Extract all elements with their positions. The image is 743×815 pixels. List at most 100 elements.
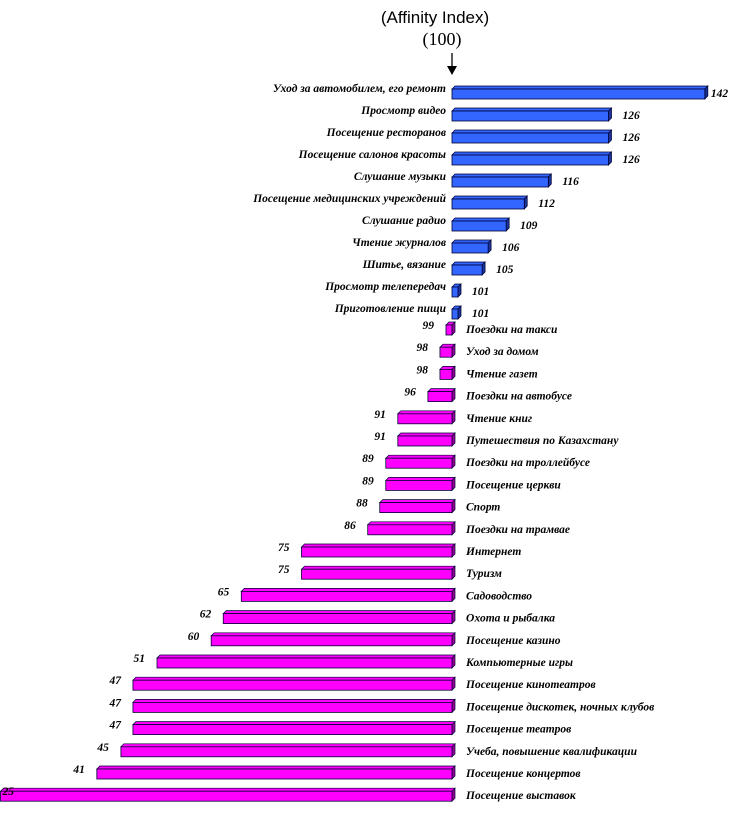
bar xyxy=(451,242,489,254)
bar xyxy=(451,220,507,232)
bar-row: Посещение дискотек, ночных клубов 47 xyxy=(108,697,654,713)
value-label: 89 xyxy=(362,453,374,465)
bar-row: Спорт 88 xyxy=(356,498,500,514)
bar-top xyxy=(384,454,456,459)
bar xyxy=(132,702,453,713)
category-label: Посещение казино xyxy=(465,635,561,647)
value-label: 25 xyxy=(2,786,15,798)
category-label: Путешествия по Казахстану xyxy=(465,435,619,447)
category-label: Поездки на автобусе xyxy=(465,391,572,403)
bar xyxy=(451,154,609,166)
category-label: Садоводство xyxy=(466,590,532,602)
bar-row: Чтение книг 91 xyxy=(374,409,532,425)
value-label: 62 xyxy=(200,609,212,621)
bar-row: Посещение концертов 41 xyxy=(72,764,580,780)
bar xyxy=(451,176,549,188)
bar-row: Просмотр телепередач 101 xyxy=(324,281,489,298)
bar-row: Поездки на такси 99 xyxy=(422,320,558,336)
bar-top xyxy=(156,654,456,659)
value-label: 47 xyxy=(108,697,122,709)
value-label: 60 xyxy=(188,631,200,643)
bar-row: Учеба, повышение квалификации 45 xyxy=(96,742,637,758)
chart-title: (Affinity Index) xyxy=(381,8,489,27)
bar xyxy=(379,502,453,514)
category-label: Слушание музыки xyxy=(354,171,447,183)
bar-row: Путешествия по Казахстану 91 xyxy=(374,431,619,447)
category-label: Просмотр видео xyxy=(360,105,446,117)
bar-top xyxy=(451,195,529,200)
bar-row: Чтение газет 98 xyxy=(416,364,537,380)
bar xyxy=(439,346,453,358)
category-label: Посещение дискотек, ночных клубов xyxy=(465,701,654,713)
category-label: Охота и рыбалка xyxy=(466,613,555,625)
bar-top xyxy=(384,477,456,481)
bar-row: Посещение ресторанов 126 xyxy=(326,127,640,144)
value-label: 51 xyxy=(134,653,146,665)
value-label: 45 xyxy=(96,742,109,754)
bar-row: Шитье, вязание 105 xyxy=(362,259,514,276)
bar-row: Чтение журналов 106 xyxy=(352,237,519,254)
category-label: Посещение кинотеатров xyxy=(465,679,596,691)
bar xyxy=(385,479,453,491)
value-label: 142 xyxy=(711,88,729,100)
bar-row: Туризм 75 xyxy=(278,564,502,580)
value-label: 126 xyxy=(623,110,641,122)
category-label: Учеба, повышение квалификации xyxy=(466,746,638,758)
bar-top xyxy=(240,588,456,592)
value-label: 106 xyxy=(502,242,520,254)
bar-row: Посещение кинотеатров 47 xyxy=(108,675,595,691)
bar-row: Слушание радио 109 xyxy=(362,215,538,232)
bar xyxy=(132,679,453,691)
bar-top xyxy=(222,610,456,614)
bar-row: Уход за автомобилем, его ремонт 142 xyxy=(273,83,728,100)
bar-top xyxy=(451,173,553,178)
bar-top xyxy=(451,129,613,134)
bar xyxy=(240,591,453,602)
category-label: Посещение ресторанов xyxy=(326,127,446,139)
category-label: Спорт xyxy=(466,502,500,514)
category-label: Чтение газет xyxy=(466,368,538,380)
value-label: 96 xyxy=(404,387,416,399)
category-label: Посещение церкви xyxy=(465,479,561,491)
bar-top xyxy=(0,787,456,792)
value-label: 86 xyxy=(344,520,356,532)
bar-top xyxy=(427,388,456,392)
bar-top xyxy=(132,676,456,681)
bar-row: Приготовление пищи 101 xyxy=(334,303,490,320)
bar-row: Слушание музыки 116 xyxy=(354,171,579,188)
bar xyxy=(367,524,453,536)
bar xyxy=(439,368,453,380)
value-label: 75 xyxy=(278,542,290,554)
value-label: 101 xyxy=(472,308,489,320)
bar-row: Посещение выставок 25 xyxy=(0,786,577,802)
bar-row: Посещение театров 47 xyxy=(108,720,571,736)
bar xyxy=(132,724,453,735)
value-label: 65 xyxy=(218,586,230,598)
bar-row: Поездки на троллейбусе 89 xyxy=(362,453,590,469)
value-label: 91 xyxy=(374,431,386,443)
category-label: Посещение салонов красоты xyxy=(298,149,446,161)
bar-row: Посещение салонов красоты 126 xyxy=(298,149,640,166)
bar xyxy=(385,457,453,469)
bar-top xyxy=(451,239,492,244)
bar-row: Посещение медицинских учреждений 112 xyxy=(252,192,555,210)
value-label: 41 xyxy=(72,764,85,776)
bar-top xyxy=(300,543,456,548)
category-label: Компьютерные игры xyxy=(465,657,573,669)
bar-top xyxy=(95,765,456,770)
category-label: Посещение выставок xyxy=(465,790,577,802)
category-label: Уход за автомобилем, его ремонт xyxy=(273,83,446,95)
bar-row: Охота и рыбалка 62 xyxy=(200,609,556,625)
bar-top xyxy=(451,217,511,222)
value-label: 47 xyxy=(108,720,122,732)
category-label: Чтение журналов xyxy=(352,237,446,249)
bar-top xyxy=(378,499,456,503)
value-label: 89 xyxy=(362,475,374,487)
reference-arrow-icon xyxy=(447,53,457,75)
bar-top xyxy=(132,699,456,703)
bar-top xyxy=(210,632,456,637)
bar xyxy=(451,110,609,122)
bar xyxy=(451,88,706,100)
bar-row: Компьютерные игры 51 xyxy=(134,653,573,669)
value-label: 116 xyxy=(562,176,579,188)
